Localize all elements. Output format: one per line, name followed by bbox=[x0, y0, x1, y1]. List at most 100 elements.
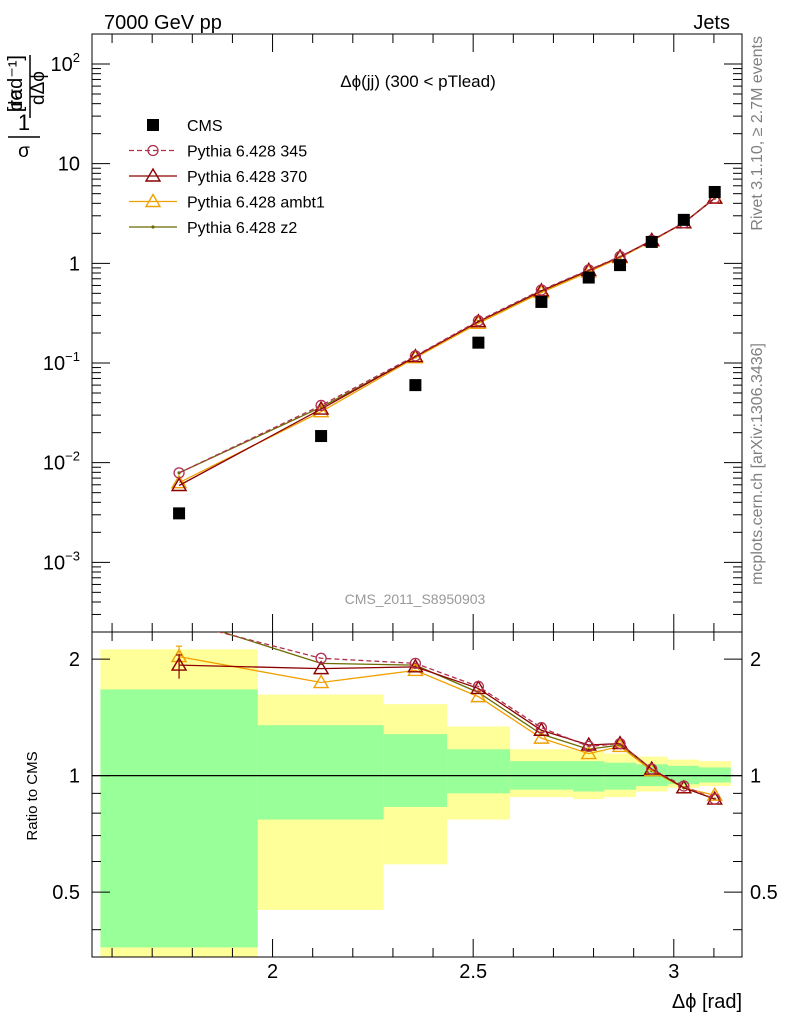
analysis-watermark: CMS_2011_S8950903 bbox=[345, 591, 486, 607]
legend-entry: Pythia 6.428 370 bbox=[129, 167, 307, 186]
series-line bbox=[178, 197, 716, 487]
data-point-triangle bbox=[580, 736, 597, 751]
plot-title: Δϕ(jj) (300 < pTlead) bbox=[340, 72, 496, 91]
data-point-triangle bbox=[170, 474, 188, 489]
data-point-circle bbox=[315, 652, 327, 664]
legend-label: Pythia 6.428 345 bbox=[187, 144, 307, 161]
data-point-circle bbox=[147, 144, 159, 157]
data-point-triangle bbox=[470, 688, 487, 703]
data-point-circle bbox=[535, 284, 548, 296]
header-left-label: 7000 GeV pp bbox=[104, 12, 222, 34]
data-point-triangle bbox=[144, 193, 162, 208]
data-point-circle bbox=[472, 680, 485, 693]
data-point-triangle bbox=[470, 680, 487, 695]
y-tick-label: 10−2 bbox=[43, 449, 80, 475]
svg-text:1: 1 bbox=[18, 110, 30, 135]
y-tick-label: 10 bbox=[58, 154, 80, 176]
ratio-y-tick-label-right: 1 bbox=[750, 766, 761, 788]
ratio-y-tick-label: 1 bbox=[69, 766, 80, 788]
ratio-series-line bbox=[216, 632, 715, 800]
data-point-dot bbox=[151, 225, 155, 229]
data-point-triangle bbox=[407, 662, 424, 677]
svg-text:dσ: dσ bbox=[6, 89, 27, 112]
legend-label: Pythia 6.428 z2 bbox=[187, 220, 297, 237]
svg-text:dΔϕ: dΔϕ bbox=[28, 71, 49, 105]
y-tick-label: 10−1 bbox=[43, 349, 80, 375]
ratio-y-axis-title: Ratio to CMS bbox=[24, 751, 41, 840]
legend: CMS Pythia 6.428 345 Pythia 6.428 370 Pythi… bbox=[129, 118, 325, 237]
legend-entry: Pythia 6.428 ambt1 bbox=[129, 193, 325, 212]
mcplots-reference-label: mcplots.cern.ch [arXiv:1306.3436] bbox=[749, 343, 766, 585]
data-point-triangle bbox=[144, 167, 162, 182]
data-point-circle bbox=[678, 780, 690, 792]
data-point-square bbox=[645, 235, 658, 248]
legend-label: CMS bbox=[187, 118, 223, 135]
ratio-y-tick-label-right: 0.5 bbox=[750, 882, 778, 904]
ratio-series-line bbox=[178, 655, 715, 796]
data-point-square bbox=[147, 119, 159, 131]
data-point-square bbox=[708, 185, 721, 198]
uncertainty-band-green bbox=[383, 734, 448, 807]
data-point-circle bbox=[315, 399, 327, 412]
data-point-triangle bbox=[580, 745, 597, 760]
legend-entry: Pythia 6.428 z2 bbox=[129, 220, 297, 237]
legend-label: Pythia 6.428 ambt1 bbox=[187, 195, 325, 212]
x-axis-title: Δϕ [rad] bbox=[672, 991, 742, 1013]
data-point-triangle bbox=[533, 729, 550, 744]
rivet-version-label: Rivet 3.1.10, ≥ 2.7M events bbox=[749, 36, 766, 231]
data-point-triangle bbox=[643, 762, 660, 777]
series-line bbox=[178, 197, 716, 484]
header-right-label: Jets bbox=[693, 12, 730, 34]
data-point-circle bbox=[409, 350, 422, 362]
data-point-dot bbox=[177, 617, 180, 620]
uncertainty-band-green bbox=[100, 689, 258, 948]
data-point-triangle bbox=[706, 786, 723, 801]
ratio-plot-panel: 2 2.5 3 0.5 0.5 1 1 2 2 bbox=[52, 617, 778, 983]
uncertainty-band-green bbox=[447, 749, 511, 794]
data-point-square bbox=[315, 430, 328, 443]
series-line bbox=[178, 197, 716, 474]
ratio-series-group bbox=[170, 617, 723, 805]
main-y-axis-title: 1 σ dσ dΔϕ [rad⁻¹] bbox=[5, 55, 49, 162]
x-tick-label: 2.5 bbox=[459, 961, 487, 983]
data-point-triangle bbox=[170, 477, 188, 492]
data-point-circle bbox=[709, 793, 721, 805]
main-plot-panel: 10−3 10−2 10−1 1 10 102 Δϕ(jj) (300 < pTlead) C… bbox=[43, 33, 743, 633]
data-point-square bbox=[409, 379, 422, 392]
ratio-plot-frame bbox=[91, 631, 743, 958]
data-point-triangle bbox=[407, 348, 424, 363]
svg-text:σ: σ bbox=[18, 141, 30, 162]
legend-entry: Pythia 6.428 345 bbox=[129, 144, 307, 161]
data-point-triangle bbox=[312, 674, 330, 689]
data-point-circle bbox=[472, 315, 485, 327]
x-tick-label: 3 bbox=[668, 961, 679, 983]
legend-label: Pythia 6.428 370 bbox=[187, 169, 307, 186]
data-point-triangle bbox=[312, 660, 330, 675]
data-point-circle bbox=[535, 722, 548, 734]
data-point-circle bbox=[646, 763, 658, 775]
data-point-square bbox=[677, 213, 690, 226]
x-tick-label: 2 bbox=[267, 961, 278, 983]
data-point-circle bbox=[174, 617, 184, 627]
data-point-circle bbox=[583, 740, 595, 753]
data-point-square bbox=[173, 507, 186, 520]
ratio-y-tick-label: 0.5 bbox=[52, 882, 80, 904]
y-tick-label: 10−3 bbox=[43, 548, 80, 574]
uncertainty-band-green bbox=[257, 725, 384, 820]
ratio-y-tick-label-right: 2 bbox=[750, 649, 761, 671]
data-point-circle bbox=[409, 657, 422, 670]
y-tick-label: 1 bbox=[69, 253, 80, 275]
y-tick-label: 102 bbox=[51, 50, 80, 76]
main-series-group bbox=[170, 185, 723, 520]
data-point-circle bbox=[173, 467, 185, 479]
data-point-square bbox=[614, 259, 627, 272]
uncertainty-band-green bbox=[573, 761, 605, 792]
data-point-square bbox=[535, 295, 548, 308]
data-point-triangle bbox=[533, 282, 550, 297]
legend-entry: CMS bbox=[147, 118, 223, 135]
data-point-square bbox=[472, 336, 485, 349]
ratio-y-tick-label: 2 bbox=[69, 649, 80, 671]
svg-text:[rad⁻¹]: [rad⁻¹] bbox=[5, 55, 27, 112]
data-point-triangle bbox=[470, 313, 487, 328]
